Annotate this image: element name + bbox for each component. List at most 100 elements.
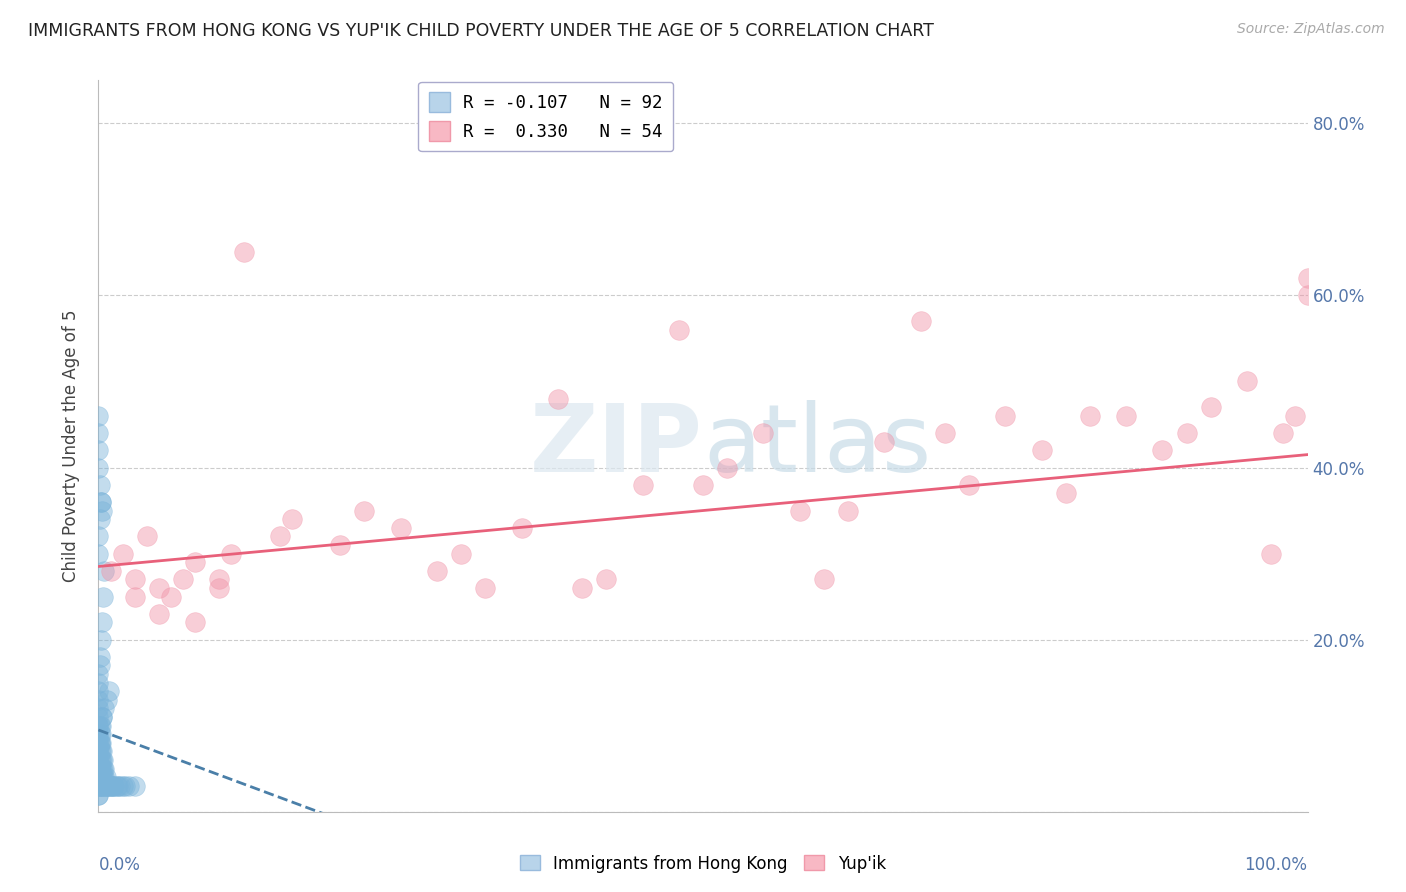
Legend: R = -0.107   N = 92, R =  0.330   N = 54: R = -0.107 N = 92, R = 0.330 N = 54 — [418, 82, 673, 152]
Point — [87, 753, 110, 767]
Point — [100, 564, 122, 578]
Point — [89, 719, 111, 733]
Point — [91, 779, 114, 793]
Point — [100, 779, 122, 793]
Point — [90, 632, 112, 647]
Point — [1054, 486, 1077, 500]
Point — [716, 460, 738, 475]
Point — [89, 477, 111, 491]
Point — [90, 779, 112, 793]
Point — [124, 573, 146, 587]
Point — [96, 779, 118, 793]
Point — [89, 762, 111, 776]
Point — [91, 779, 114, 793]
Legend: Immigrants from Hong Kong, Yup'ik: Immigrants from Hong Kong, Yup'ik — [513, 848, 893, 880]
Point — [208, 573, 231, 587]
Point — [87, 779, 110, 793]
Point — [93, 762, 115, 776]
Point — [1078, 409, 1101, 423]
Point — [837, 503, 859, 517]
Point — [789, 503, 811, 517]
Point — [1236, 375, 1258, 389]
Point — [94, 770, 117, 784]
Point — [91, 590, 114, 604]
Point — [752, 426, 775, 441]
Point — [172, 573, 194, 587]
Text: 100.0%: 100.0% — [1244, 855, 1308, 873]
Point — [87, 547, 110, 561]
Point — [87, 753, 110, 767]
Point — [98, 779, 121, 793]
Y-axis label: Child Poverty Under the Age of 5: Child Poverty Under the Age of 5 — [62, 310, 80, 582]
Point — [91, 753, 114, 767]
Point — [329, 538, 352, 552]
Point — [547, 392, 569, 406]
Point — [91, 744, 114, 758]
Point — [87, 727, 110, 741]
Point — [87, 460, 110, 475]
Point — [1152, 443, 1174, 458]
Point — [269, 529, 291, 543]
Point — [160, 590, 183, 604]
Point — [93, 564, 115, 578]
Point — [353, 503, 375, 517]
Point — [96, 693, 118, 707]
Point — [813, 573, 835, 587]
Point — [1115, 409, 1137, 423]
Point — [87, 675, 110, 690]
Point — [89, 762, 111, 776]
Point — [208, 581, 231, 595]
Point — [124, 779, 146, 793]
Point — [93, 701, 115, 715]
Point — [93, 770, 115, 784]
Point — [135, 529, 157, 543]
Point — [89, 753, 111, 767]
Point — [103, 779, 125, 793]
Point — [87, 770, 110, 784]
Point — [148, 607, 170, 621]
Point — [111, 779, 134, 793]
Point — [595, 573, 617, 587]
Text: ZIP: ZIP — [530, 400, 703, 492]
Point — [90, 736, 112, 750]
Point — [89, 779, 111, 793]
Point — [89, 658, 111, 673]
Point — [91, 762, 114, 776]
Point — [89, 727, 111, 741]
Point — [87, 684, 110, 698]
Point — [90, 495, 112, 509]
Point — [101, 779, 124, 793]
Point — [114, 779, 136, 793]
Point — [1296, 288, 1319, 302]
Point — [87, 762, 110, 776]
Point — [87, 719, 110, 733]
Point — [1031, 443, 1053, 458]
Point — [118, 779, 141, 793]
Point — [89, 770, 111, 784]
Point — [873, 434, 896, 449]
Point — [89, 736, 111, 750]
Point — [97, 779, 120, 793]
Point — [91, 615, 114, 630]
Point — [90, 495, 112, 509]
Text: IMMIGRANTS FROM HONG KONG VS YUP'IK CHILD POVERTY UNDER THE AGE OF 5 CORRELATION: IMMIGRANTS FROM HONG KONG VS YUP'IK CHIL… — [28, 22, 934, 40]
Point — [91, 770, 114, 784]
Point — [91, 770, 114, 784]
Point — [87, 693, 110, 707]
Point — [90, 719, 112, 733]
Point — [1272, 426, 1295, 441]
Point — [89, 512, 111, 526]
Point — [105, 779, 128, 793]
Point — [184, 615, 207, 630]
Point — [100, 779, 122, 793]
Point — [91, 503, 114, 517]
Point — [93, 779, 115, 793]
Point — [91, 710, 114, 724]
Point — [124, 590, 146, 604]
Point — [910, 314, 932, 328]
Point — [510, 521, 533, 535]
Point — [426, 564, 449, 578]
Point — [1199, 401, 1222, 415]
Point — [90, 753, 112, 767]
Point — [389, 521, 412, 535]
